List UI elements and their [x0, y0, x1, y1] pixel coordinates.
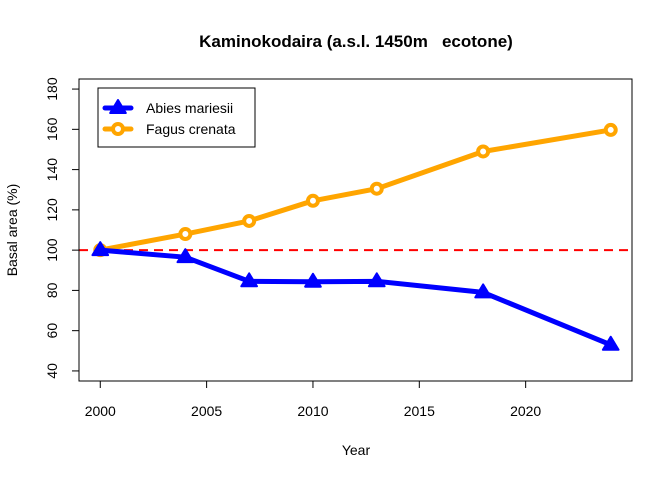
data-point-fagus [305, 193, 320, 208]
y-tick-label: 80 [44, 282, 60, 298]
series-abies [91, 241, 620, 351]
y-tick-label: 60 [44, 323, 60, 339]
chart-title: Kaminokodaira (a.s.l. 1450m ecotone) [199, 32, 513, 51]
data-point-abies [601, 335, 620, 351]
data-point-abies [304, 272, 322, 288]
y-tick-label: 140 [44, 158, 60, 182]
legend-item-abies: Abies mariesii [102, 99, 233, 116]
y-tick-label: 120 [44, 198, 60, 222]
data-point-abies [176, 248, 195, 264]
data-point-abies [474, 283, 492, 299]
data-point-fagus [242, 213, 257, 228]
data-point-abies [91, 241, 110, 257]
x-tick-label: 2015 [404, 403, 435, 419]
x-tick-label: 2005 [191, 403, 222, 419]
data-point-fagus [369, 181, 384, 196]
x-tick-label: 2010 [297, 403, 328, 419]
data-point-abies [367, 272, 386, 288]
data-point-fagus [603, 122, 618, 137]
y-tick-label: 180 [44, 77, 60, 101]
x-tick-label: 2020 [510, 403, 541, 419]
data-point-fagus [476, 144, 491, 159]
legend-marker-fagus [111, 122, 125, 136]
legend-label-abies: Abies mariesii [146, 100, 233, 116]
legend-item-fagus: Fagus crenata [102, 121, 236, 137]
series-fagus [93, 122, 618, 258]
legend-label-fagus: Fagus crenata [146, 121, 236, 137]
data-point-fagus [178, 227, 193, 242]
data-point-abies [240, 272, 258, 288]
y-tick-label: 100 [44, 238, 60, 262]
legend-box [97, 87, 256, 148]
x-axis-label: Year [342, 442, 371, 458]
x-tick-label: 2000 [85, 403, 116, 419]
y-axis-label: Basal area (%) [4, 184, 20, 277]
y-tick-label: 160 [44, 117, 60, 141]
legend-marker-abies [109, 99, 127, 114]
y-tick-label: 40 [44, 363, 60, 379]
